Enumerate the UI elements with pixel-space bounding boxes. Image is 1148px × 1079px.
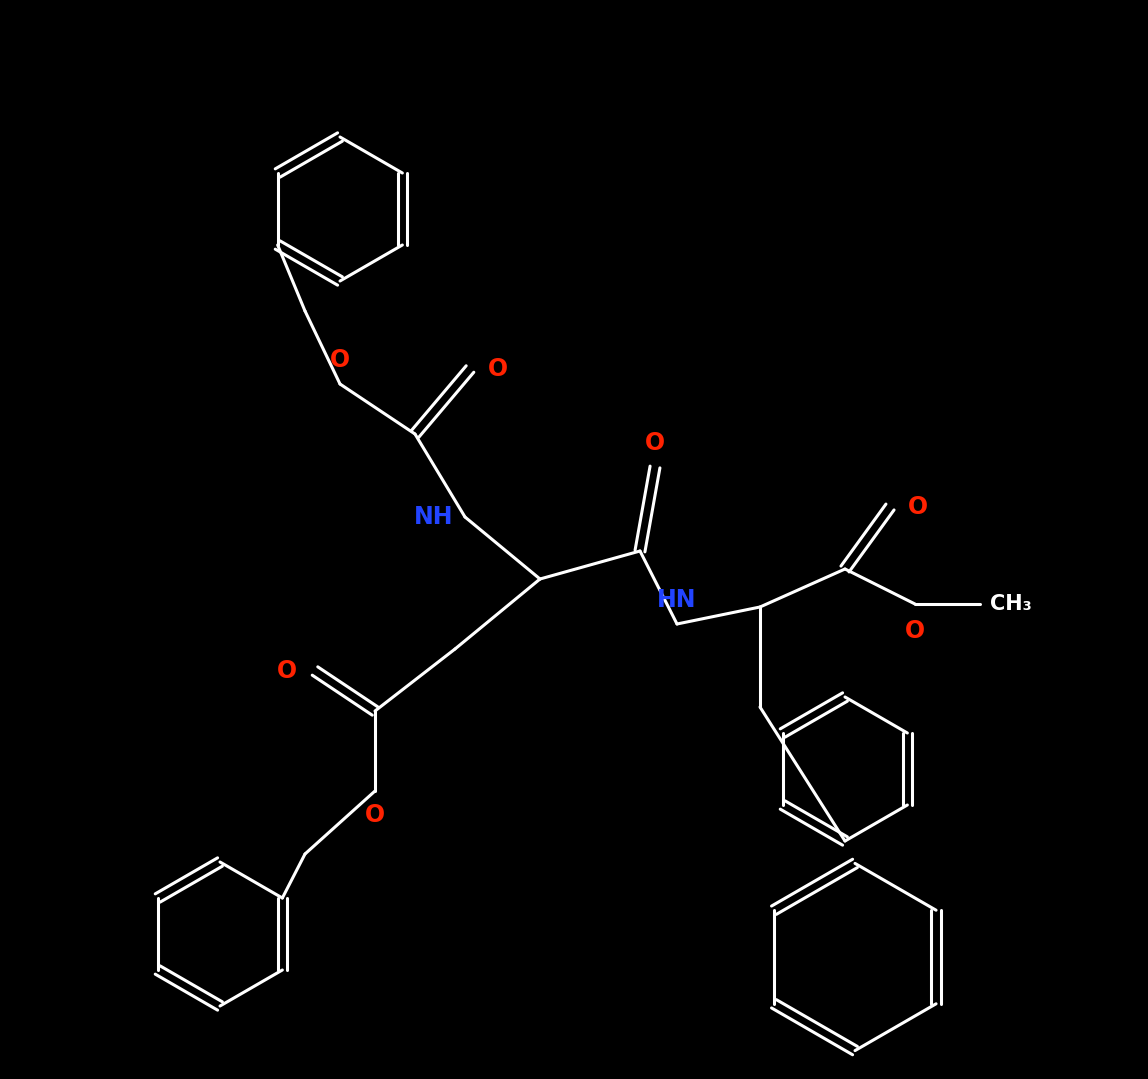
Text: O: O (277, 659, 297, 683)
Text: O: O (905, 619, 925, 643)
Text: O: O (908, 495, 928, 519)
Text: O: O (329, 349, 350, 372)
Text: O: O (645, 431, 665, 455)
Text: CH₃: CH₃ (990, 595, 1032, 614)
Text: NH: NH (413, 505, 453, 529)
Text: HN: HN (658, 588, 697, 612)
Text: O: O (365, 803, 385, 827)
Text: O: O (488, 357, 509, 381)
